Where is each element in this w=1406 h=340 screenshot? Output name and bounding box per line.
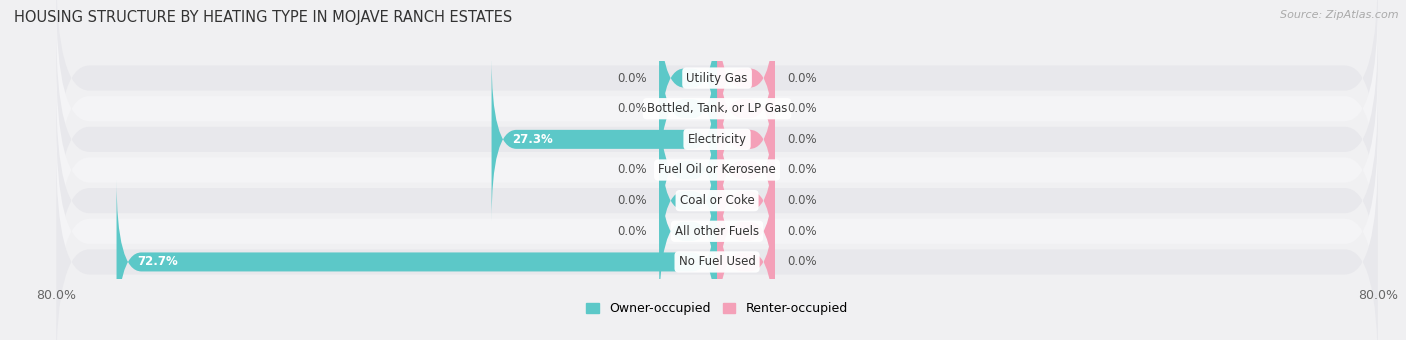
FancyBboxPatch shape bbox=[717, 26, 775, 191]
FancyBboxPatch shape bbox=[56, 91, 1378, 311]
Text: HOUSING STRUCTURE BY HEATING TYPE IN MOJAVE RANCH ESTATES: HOUSING STRUCTURE BY HEATING TYPE IN MOJ… bbox=[14, 10, 512, 25]
Text: 0.0%: 0.0% bbox=[787, 225, 817, 238]
Text: 27.3%: 27.3% bbox=[512, 133, 553, 146]
FancyBboxPatch shape bbox=[717, 180, 775, 340]
Text: 0.0%: 0.0% bbox=[617, 71, 647, 85]
Text: 0.0%: 0.0% bbox=[617, 102, 647, 115]
Text: 0.0%: 0.0% bbox=[787, 102, 817, 115]
FancyBboxPatch shape bbox=[56, 60, 1378, 280]
Text: 0.0%: 0.0% bbox=[617, 225, 647, 238]
FancyBboxPatch shape bbox=[717, 118, 775, 283]
Text: 0.0%: 0.0% bbox=[787, 133, 817, 146]
Text: Electricity: Electricity bbox=[688, 133, 747, 146]
FancyBboxPatch shape bbox=[717, 88, 775, 252]
FancyBboxPatch shape bbox=[56, 0, 1378, 188]
FancyBboxPatch shape bbox=[117, 180, 717, 340]
FancyBboxPatch shape bbox=[659, 88, 717, 252]
FancyBboxPatch shape bbox=[56, 29, 1378, 249]
FancyBboxPatch shape bbox=[717, 57, 775, 222]
FancyBboxPatch shape bbox=[56, 121, 1378, 340]
FancyBboxPatch shape bbox=[659, 26, 717, 191]
Text: Fuel Oil or Kerosene: Fuel Oil or Kerosene bbox=[658, 164, 776, 176]
Legend: Owner-occupied, Renter-occupied: Owner-occupied, Renter-occupied bbox=[582, 298, 852, 320]
Text: Utility Gas: Utility Gas bbox=[686, 71, 748, 85]
Text: No Fuel Used: No Fuel Used bbox=[679, 255, 755, 269]
FancyBboxPatch shape bbox=[659, 0, 717, 160]
Text: 0.0%: 0.0% bbox=[787, 194, 817, 207]
FancyBboxPatch shape bbox=[717, 149, 775, 314]
Text: Source: ZipAtlas.com: Source: ZipAtlas.com bbox=[1281, 10, 1399, 20]
Text: 0.0%: 0.0% bbox=[617, 164, 647, 176]
FancyBboxPatch shape bbox=[659, 118, 717, 283]
Text: 0.0%: 0.0% bbox=[617, 194, 647, 207]
Text: 72.7%: 72.7% bbox=[138, 255, 179, 269]
FancyBboxPatch shape bbox=[56, 0, 1378, 219]
Text: 0.0%: 0.0% bbox=[787, 164, 817, 176]
FancyBboxPatch shape bbox=[659, 149, 717, 314]
FancyBboxPatch shape bbox=[492, 57, 717, 222]
Text: 0.0%: 0.0% bbox=[787, 71, 817, 85]
Text: All other Fuels: All other Fuels bbox=[675, 225, 759, 238]
Text: Bottled, Tank, or LP Gas: Bottled, Tank, or LP Gas bbox=[647, 102, 787, 115]
Text: Coal or Coke: Coal or Coke bbox=[679, 194, 755, 207]
Text: 0.0%: 0.0% bbox=[787, 255, 817, 269]
FancyBboxPatch shape bbox=[56, 152, 1378, 340]
FancyBboxPatch shape bbox=[717, 0, 775, 160]
